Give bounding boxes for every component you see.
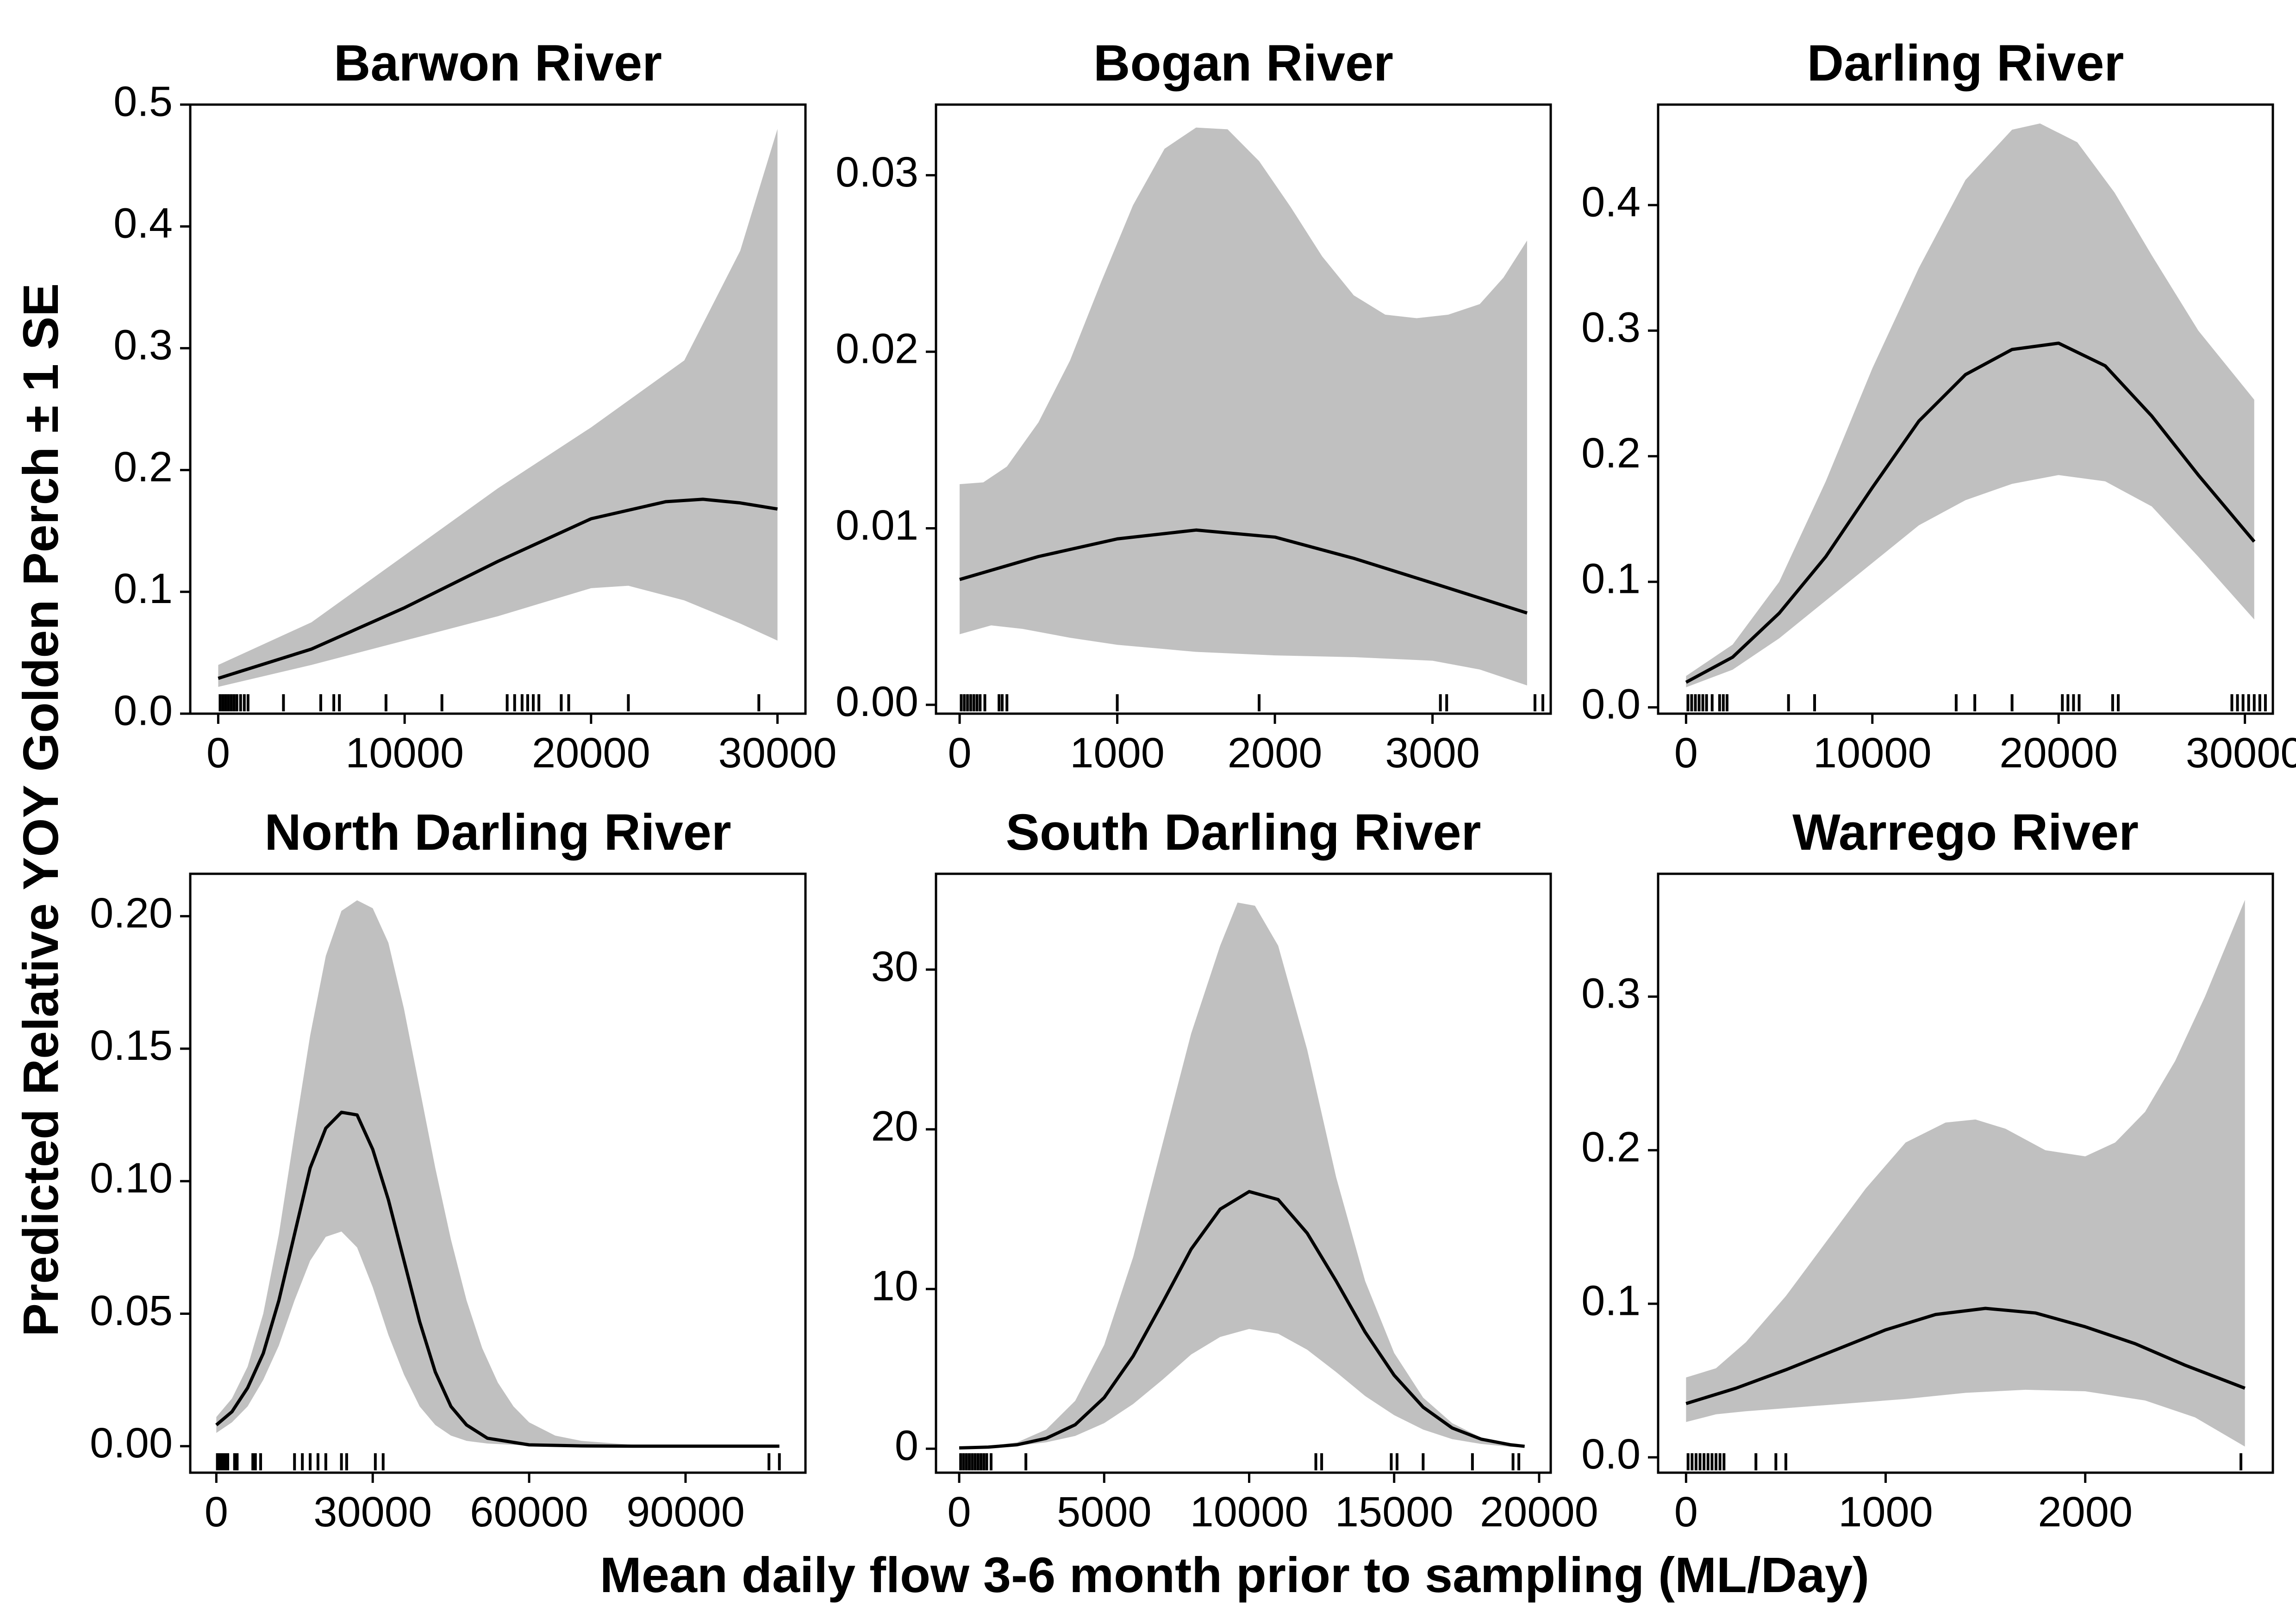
panel-title: Warrego River bbox=[1792, 804, 2139, 861]
y-tick-label: 10 bbox=[871, 1262, 918, 1309]
panel-border bbox=[935, 103, 1552, 715]
y-tick-label: 0.1 bbox=[1581, 1277, 1641, 1324]
x-tick-label: 30000 bbox=[718, 729, 837, 777]
y-tick-label: 0.1 bbox=[113, 565, 173, 612]
fit-line bbox=[959, 1190, 1525, 1450]
x-tick-label: 0 bbox=[948, 1488, 971, 1536]
panel-border bbox=[1657, 103, 2274, 715]
se-band bbox=[1686, 123, 2254, 688]
y-tick-label: 0.2 bbox=[1581, 1124, 1641, 1171]
x-axis-title: Mean daily flow 3-6 month prior to sampl… bbox=[600, 1547, 1869, 1603]
y-axis-title: Predicted Relative YOY Golden Perch ± 1 … bbox=[12, 283, 69, 1337]
x-tick-label: 2000 bbox=[2038, 1488, 2133, 1536]
panel: 0 10 20 30 0 5000 10000 15000 20000 South Darling… bbox=[871, 804, 1598, 1536]
x-tick-label: 10000 bbox=[1190, 1488, 1309, 1536]
se-band bbox=[960, 127, 1527, 685]
y-tick-label: 0.0 bbox=[1581, 681, 1641, 728]
x-tick-label: 0 bbox=[1674, 729, 1698, 777]
se-band bbox=[216, 900, 780, 1446]
x-tick-label: 60000 bbox=[470, 1488, 588, 1536]
x-tick-label: 1000 bbox=[1070, 729, 1165, 777]
y-tick-label: 0.01 bbox=[836, 502, 918, 549]
y-tick-label: 0.2 bbox=[113, 443, 173, 491]
y-tick-label: 0 bbox=[895, 1422, 918, 1469]
panels: 0.00.10.20.30.40.50 10000 20000 30000Barwon… bbox=[90, 35, 2296, 1536]
fit-line bbox=[959, 528, 1528, 615]
x-tick-label: 0 bbox=[948, 729, 971, 777]
panel-title: Darling River bbox=[1807, 35, 2124, 92]
panel: 0.0 0.1 0.2 0.3 0.4 0.5 0 10000 20000 30000 Barwon… bbox=[113, 35, 836, 777]
panel-border bbox=[189, 872, 807, 1474]
x-tick-label: 0 bbox=[206, 729, 230, 777]
y-tick-label: 0.15 bbox=[90, 1022, 173, 1069]
y-tick-label: 0.03 bbox=[836, 149, 918, 196]
panel-border bbox=[935, 872, 1552, 1474]
panel-title: Bogan River bbox=[1093, 35, 1393, 92]
x-tick-label: 10000 bbox=[1813, 729, 1932, 777]
x-tick-label: 0 bbox=[205, 1488, 228, 1536]
y-tick-label: 0.05 bbox=[90, 1287, 173, 1334]
y-tick-label: 0.00 bbox=[836, 678, 918, 725]
x-tick-label: 15000 bbox=[1335, 1488, 1454, 1536]
x-tick-label: 30000 bbox=[313, 1488, 432, 1536]
y-tick-label: 0.20 bbox=[90, 890, 173, 937]
x-tick-label: 90000 bbox=[626, 1488, 745, 1536]
y-tick-label: 0.2 bbox=[1581, 429, 1641, 477]
rug bbox=[959, 1453, 1521, 1470]
y-tick-label: 0.02 bbox=[836, 325, 918, 372]
rug bbox=[216, 1453, 781, 1470]
y-tick-label: 0.3 bbox=[1581, 304, 1641, 351]
x-tick-label: 3000 bbox=[1385, 729, 1480, 777]
panel-title: North Darling River bbox=[264, 804, 731, 861]
se-band bbox=[1686, 900, 2245, 1447]
y-tick-label: 0.4 bbox=[113, 199, 173, 247]
panel: 0.0 0.1 0.2 0.3 0.4 0 10000 20000 30000 Darling R… bbox=[1581, 35, 2296, 777]
x-tick-label: 1000 bbox=[1838, 1488, 1933, 1536]
panel-border bbox=[189, 103, 807, 715]
x-tick-label: 20000 bbox=[1480, 1488, 1598, 1536]
se-band bbox=[959, 902, 1525, 1448]
panel: 0.0 0.1 0.2 0.3 0 1000 2000 Warrego River bbox=[1581, 804, 2274, 1536]
panel-title: Barwon River bbox=[334, 35, 662, 92]
y-tick-label: 0.5 bbox=[113, 78, 173, 125]
y-tick-label: 0.0 bbox=[1581, 1431, 1641, 1478]
panel: 0.00 0.05 0.10 0.15 0.20 0 30000 60000 90000 Nort… bbox=[90, 804, 807, 1536]
y-tick-label: 0.0 bbox=[113, 687, 173, 734]
fit-line bbox=[215, 1110, 780, 1448]
x-tick-label: 10000 bbox=[345, 729, 464, 777]
fit-line bbox=[218, 498, 778, 680]
panel: 0.00 0.01 0.02 0.03 0 1000 2000 3000 Bogan River bbox=[836, 35, 1552, 777]
x-tick-label: 2000 bbox=[1228, 729, 1323, 777]
rug bbox=[1686, 694, 2267, 711]
y-tick-label: 0.1 bbox=[1581, 555, 1641, 602]
rug bbox=[218, 694, 761, 711]
rug bbox=[960, 694, 1544, 711]
y-tick-label: 20 bbox=[871, 1102, 918, 1150]
y-tick-label: 0.4 bbox=[1581, 178, 1641, 225]
fit-line bbox=[1685, 342, 2256, 684]
panel-title: South Darling River bbox=[1006, 804, 1481, 861]
y-tick-label: 0.3 bbox=[1581, 970, 1641, 1017]
y-tick-label: 0.10 bbox=[90, 1154, 173, 1201]
fit-line bbox=[1685, 1307, 2246, 1406]
y-tick-label: 0.3 bbox=[113, 322, 173, 369]
x-tick-label: 30000 bbox=[2186, 729, 2296, 777]
x-tick-label: 20000 bbox=[1999, 729, 2118, 777]
x-tick-label: 0 bbox=[1674, 1488, 1698, 1536]
y-tick-label: 30 bbox=[871, 943, 918, 990]
se-band bbox=[218, 129, 778, 687]
x-tick-label: 20000 bbox=[532, 729, 650, 777]
x-tick-label: 5000 bbox=[1057, 1488, 1152, 1536]
panel-border bbox=[1657, 872, 2274, 1474]
rug bbox=[1686, 1453, 2243, 1470]
y-tick-label: 0.00 bbox=[90, 1419, 173, 1467]
